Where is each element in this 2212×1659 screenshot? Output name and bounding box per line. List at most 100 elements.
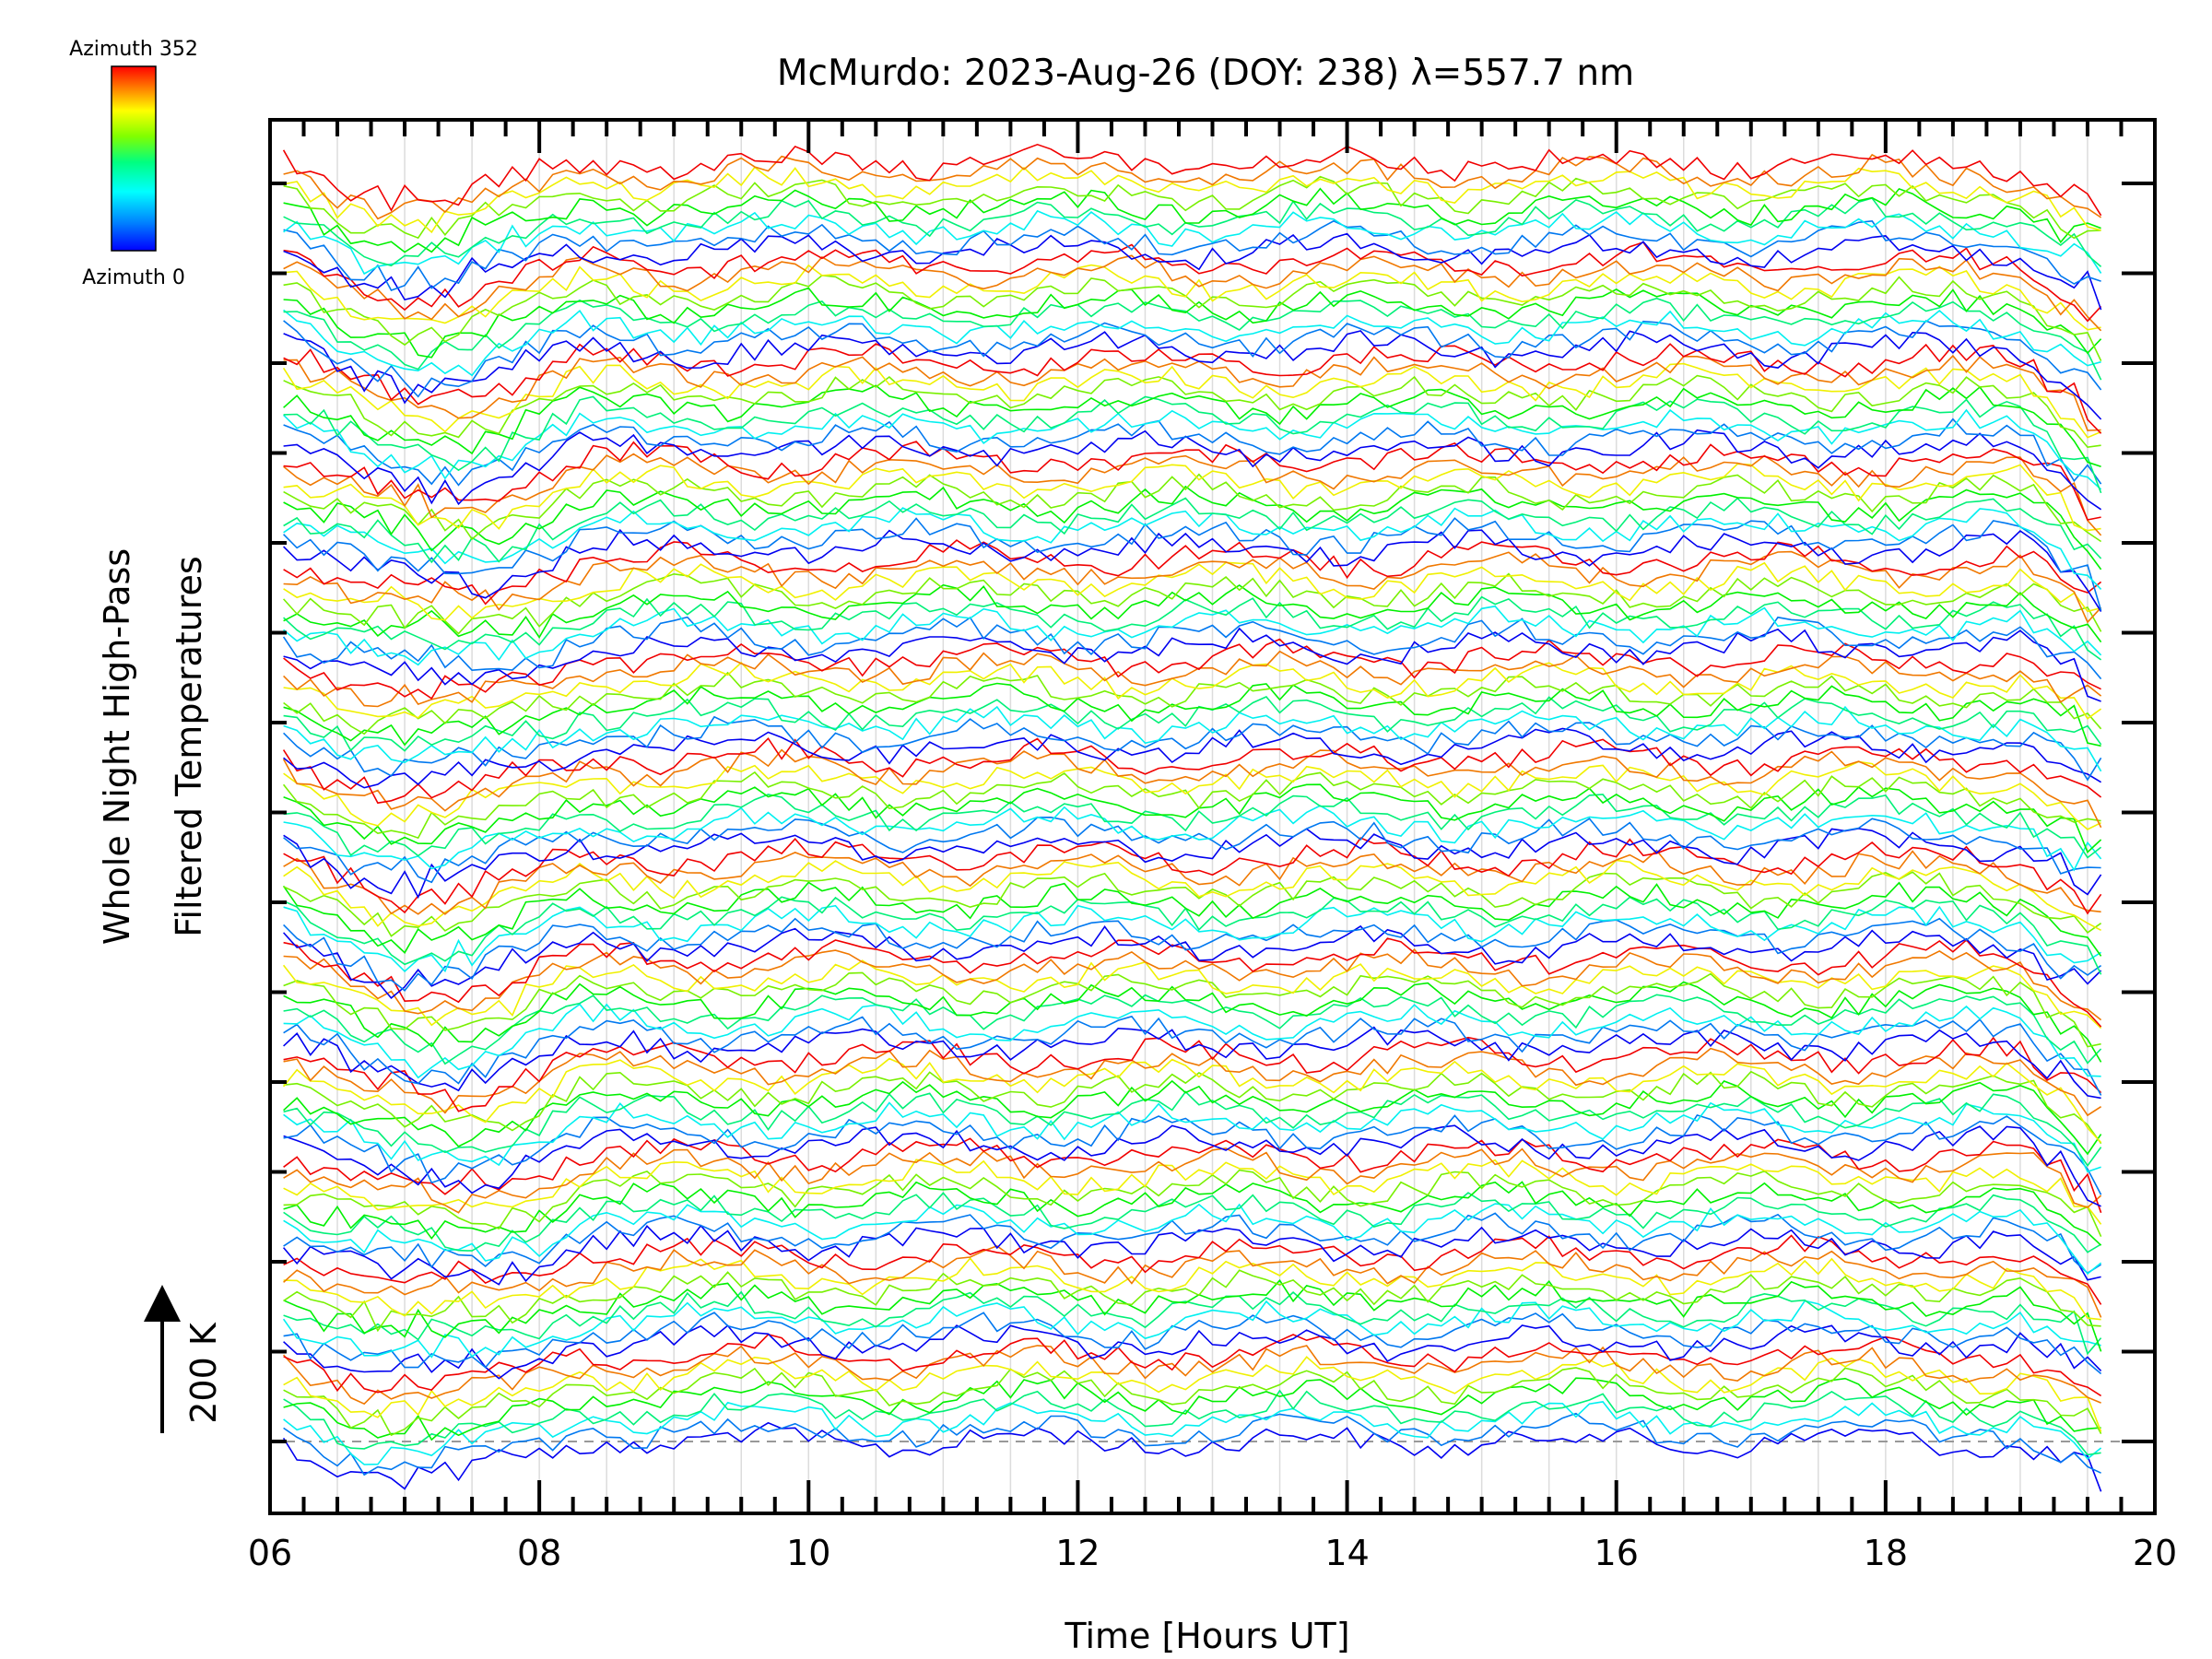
series-line xyxy=(283,917,2102,992)
series-line xyxy=(283,485,2102,571)
series-line xyxy=(282,1421,2102,1492)
series-line xyxy=(283,287,2102,359)
x-tick-label: 06 xyxy=(248,1533,292,1573)
series-line xyxy=(282,616,2102,680)
series-line xyxy=(283,395,2102,494)
series-line xyxy=(283,1079,2102,1156)
series-line xyxy=(283,1181,2102,1246)
series-line xyxy=(283,948,2102,1021)
x-axis-title: Time [Hours UT] xyxy=(1064,1616,1349,1656)
series-line xyxy=(283,1203,2102,1276)
scale-bar-label: 200 K xyxy=(183,1322,224,1424)
series-line xyxy=(283,849,2101,915)
series-line xyxy=(283,441,2101,521)
series-line xyxy=(283,429,2102,511)
series-line xyxy=(283,1124,2101,1207)
series-line xyxy=(283,1101,2101,1173)
series-line xyxy=(283,517,2102,611)
x-tick-label: 14 xyxy=(1324,1533,1369,1573)
series-line xyxy=(283,309,2101,377)
series-line xyxy=(283,1070,2102,1145)
series-line xyxy=(283,1003,2101,1079)
series-line xyxy=(283,561,2101,621)
series-line xyxy=(283,994,2102,1065)
series-line xyxy=(283,1312,2102,1375)
series-line xyxy=(282,1057,2102,1144)
series-line xyxy=(282,736,2102,805)
series-line xyxy=(283,727,2102,789)
series-line xyxy=(283,539,2102,606)
series-line xyxy=(283,1015,2102,1096)
series-line xyxy=(283,904,2102,973)
series-line xyxy=(283,783,2102,853)
series-line xyxy=(283,1090,2102,1168)
series-line xyxy=(283,453,2102,536)
y-axis-title-line1: Whole Night High-Pass xyxy=(97,548,137,945)
series-line xyxy=(283,232,2102,311)
series-line xyxy=(283,418,2102,487)
series-line xyxy=(282,1224,2101,1286)
series-line xyxy=(283,254,2102,332)
x-tick-label: 18 xyxy=(1864,1533,1908,1573)
axis-ticks: 06 08 10 12 14 16 18 20 xyxy=(248,120,2177,1573)
series-line xyxy=(283,1269,2101,1333)
series-line xyxy=(283,1401,2102,1465)
series-line xyxy=(283,1026,2101,1100)
series-line xyxy=(283,297,2102,381)
series-line xyxy=(283,187,2101,253)
series-line xyxy=(283,760,2101,830)
series-line xyxy=(283,1324,2102,1380)
series-line xyxy=(282,362,2101,439)
series-line xyxy=(283,1345,2101,1406)
series-line xyxy=(283,1377,2101,1441)
series-line xyxy=(283,805,2102,872)
series-line xyxy=(283,1290,2102,1356)
series-line xyxy=(283,1245,2102,1318)
series-line xyxy=(283,794,2102,859)
series-line xyxy=(283,241,2102,323)
series-line xyxy=(283,354,2101,431)
series-line xyxy=(283,1389,2101,1456)
series-line xyxy=(283,696,2102,752)
series-line xyxy=(283,343,2102,434)
series-lines xyxy=(282,143,2102,1492)
series-line xyxy=(283,671,2102,735)
x-tick-label: 08 xyxy=(517,1533,561,1573)
series-line xyxy=(283,1412,2101,1477)
series-line xyxy=(283,550,2102,624)
x-tick-label: 10 xyxy=(786,1533,830,1573)
y-axis-title-line2: Filtered Temperatures xyxy=(169,556,209,936)
series-line xyxy=(283,219,2101,291)
series-line xyxy=(283,572,2102,635)
series-line xyxy=(283,153,2102,220)
series-line xyxy=(283,937,2102,1028)
series-line xyxy=(283,924,2102,1000)
series-line xyxy=(283,705,2102,772)
azimuth-colorbar xyxy=(111,65,157,252)
series-line xyxy=(283,274,2102,361)
legend-bottom-label: Azimuth 0 xyxy=(82,266,185,289)
series-line xyxy=(283,384,2101,467)
series-line xyxy=(283,1113,2102,1195)
series-line xyxy=(283,1036,2102,1112)
series-line xyxy=(283,627,2101,702)
series-line xyxy=(283,837,2102,915)
series-line xyxy=(283,473,2102,543)
x-tick-label: 16 xyxy=(1594,1533,1639,1573)
series-line xyxy=(283,1192,2102,1253)
series-line xyxy=(283,682,2101,747)
series-line xyxy=(283,1256,2101,1321)
series-line xyxy=(283,650,2102,708)
series-line xyxy=(283,166,2101,234)
series-line xyxy=(283,1047,2102,1117)
series-line xyxy=(283,330,2102,420)
series-line xyxy=(283,661,2102,720)
series-line xyxy=(283,1147,2102,1214)
series-line xyxy=(283,595,2102,661)
series-line xyxy=(283,1159,2102,1225)
x-tick-label: 12 xyxy=(1055,1533,1100,1573)
series-line xyxy=(283,1278,2102,1352)
series-line xyxy=(283,197,2102,268)
series-line xyxy=(283,981,2102,1063)
series-line xyxy=(283,497,2102,564)
